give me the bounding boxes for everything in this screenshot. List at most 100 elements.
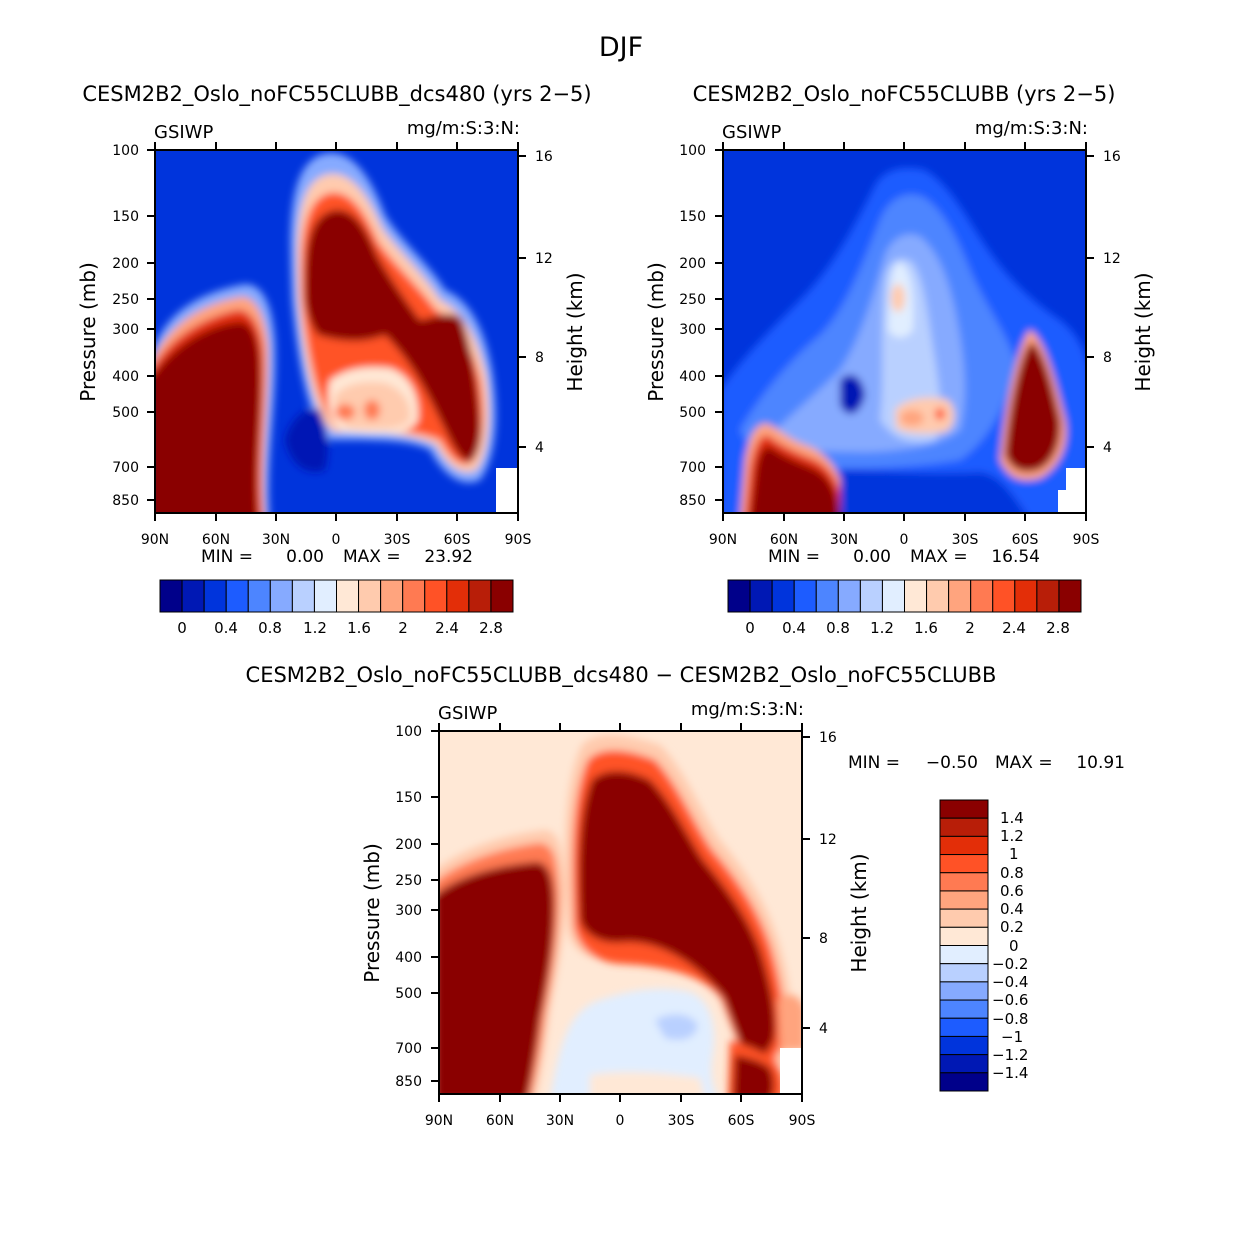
y-tick-label: 250 — [395, 873, 422, 889]
y-tick-label: 850 — [112, 493, 139, 509]
x-tick-label: 90N — [141, 532, 169, 548]
x-tick-label: 90S — [1073, 532, 1100, 548]
min-value: 0.00 — [853, 547, 891, 567]
colorbar-box — [837, 579, 861, 613]
y2-axis-label: Height (km) — [847, 853, 871, 972]
colorbar-label: 2.8 — [1046, 619, 1070, 637]
units-label: mg/m:S:3:N: — [407, 118, 520, 139]
y2-tick-label: 8 — [1103, 350, 1112, 366]
colorbar-box — [939, 1054, 989, 1074]
y2-tick-label: 8 — [819, 931, 828, 947]
max-value: 23.92 — [424, 547, 473, 567]
x-tick-label: 30S — [384, 532, 411, 548]
y-tick-label: 400 — [112, 369, 139, 385]
colorbar-label: 0.4 — [1000, 900, 1024, 918]
y2-tick-label: 4 — [1103, 440, 1112, 456]
y-tick-label: 700 — [395, 1041, 422, 1057]
colorbar-box — [446, 579, 470, 613]
units-label: mg/m:S:3:N: — [691, 699, 804, 720]
left-variable-label: GSIWP — [722, 122, 781, 143]
y2-tick-label: 12 — [1103, 251, 1121, 267]
colorbar-box — [225, 579, 249, 613]
y-axis-label: Pressure (mb) — [76, 262, 100, 402]
colorbar-label: 1.6 — [347, 619, 371, 637]
x-tick-label: 60S — [1012, 532, 1039, 548]
y-tick-label: 150 — [679, 209, 706, 225]
y-tick-label: 400 — [679, 369, 706, 385]
y-tick-label: 300 — [112, 322, 139, 338]
colorbar-box — [815, 579, 839, 613]
y-tick-label: 850 — [395, 1074, 422, 1090]
colorbar-box — [992, 579, 1016, 613]
y2-tick-label: 12 — [819, 832, 837, 848]
colorbar-box — [939, 890, 989, 910]
max-label: MAX = — [910, 547, 968, 567]
y-tick-label: 150 — [395, 790, 422, 806]
y2-axis-label: Height (km) — [1131, 272, 1155, 391]
colorbar-box — [793, 579, 817, 613]
colorbar-box — [939, 1035, 989, 1056]
colorbar-box — [402, 579, 426, 613]
colorbar-label: 0.8 — [258, 619, 282, 637]
panel-title: CESM2B2_Oslo_noFC55CLUBB_dcs480 (yrs 2−5… — [82, 82, 591, 107]
axis-ticks — [147, 142, 526, 521]
colorbar-box — [291, 579, 315, 613]
colorbar-box — [939, 817, 989, 837]
x-tick-label: 60N — [486, 1113, 514, 1129]
colorbar-label: 0.4 — [782, 619, 806, 637]
colorbar-box — [939, 926, 989, 946]
y-axis-label: Pressure (mb) — [644, 262, 668, 402]
colorbar-box — [159, 579, 183, 613]
y2-tick-label: 12 — [535, 251, 553, 267]
min-value: −0.50 — [926, 753, 978, 773]
colorbar-box — [939, 1072, 989, 1092]
x-tick-label: 30N — [262, 532, 290, 548]
max-label: MAX = — [995, 753, 1053, 773]
colorbar — [727, 579, 1082, 613]
y2-tick-label: 4 — [535, 440, 544, 456]
colorbar-box — [424, 579, 448, 613]
y2-tick-label: 16 — [535, 149, 553, 165]
y-tick-label: 150 — [112, 209, 139, 225]
units-label: mg/m:S:3:N: — [975, 118, 1088, 139]
x-tick-label: 60S — [728, 1113, 755, 1129]
colorbar-box — [948, 579, 972, 613]
x-tick-label: 60N — [770, 532, 798, 548]
colorbar-box — [181, 579, 205, 613]
colorbar-box — [1014, 579, 1038, 613]
colorbar-box — [336, 579, 360, 613]
x-tick-label: 0 — [900, 532, 909, 548]
colorbar-label: 1.2 — [303, 619, 327, 637]
max-label: MAX = — [343, 547, 401, 567]
colorbar-label: 0.8 — [1000, 864, 1024, 882]
contour-field — [439, 731, 802, 1094]
y-tick-label: 200 — [112, 256, 139, 272]
colorbar-box — [939, 872, 989, 892]
colorbar-box — [269, 579, 293, 613]
y-tick-label: 700 — [679, 460, 706, 476]
y-tick-label: 400 — [395, 950, 422, 966]
y2-tick-label: 16 — [1103, 149, 1121, 165]
colorbar-box — [771, 579, 795, 613]
colorbar-box — [939, 854, 989, 874]
colorbar-box — [727, 579, 751, 613]
min-value: 0.00 — [286, 547, 324, 567]
colorbar-label: 0 — [745, 619, 755, 637]
colorbar-label: −0.6 — [992, 991, 1028, 1009]
colorbar-label: 2.8 — [479, 619, 503, 637]
y-tick-label: 100 — [679, 143, 706, 159]
colorbar-box — [939, 945, 989, 965]
colorbar-box — [313, 579, 338, 613]
colorbar-box — [939, 1017, 989, 1037]
panel-title: CESM2B2_Oslo_noFC55CLUBB (yrs 2−5) — [693, 82, 1116, 107]
y-axis-label: Pressure (mb) — [360, 843, 384, 983]
colorbar-box — [939, 835, 989, 856]
colorbar-box — [247, 579, 271, 613]
colorbar-labels: 0 0.4 0.8 1.2 1.6 2 2.4 2.8 — [177, 619, 503, 637]
panel-dcs480: CESM2B2_Oslo_noFC55CLUBB_dcs480 (yrs 2−5… — [76, 82, 592, 637]
contour-field — [155, 150, 518, 513]
colorbar-box — [904, 579, 928, 613]
colorbar-box — [939, 981, 989, 1001]
y2-axis-label: Height (km) — [563, 272, 587, 391]
